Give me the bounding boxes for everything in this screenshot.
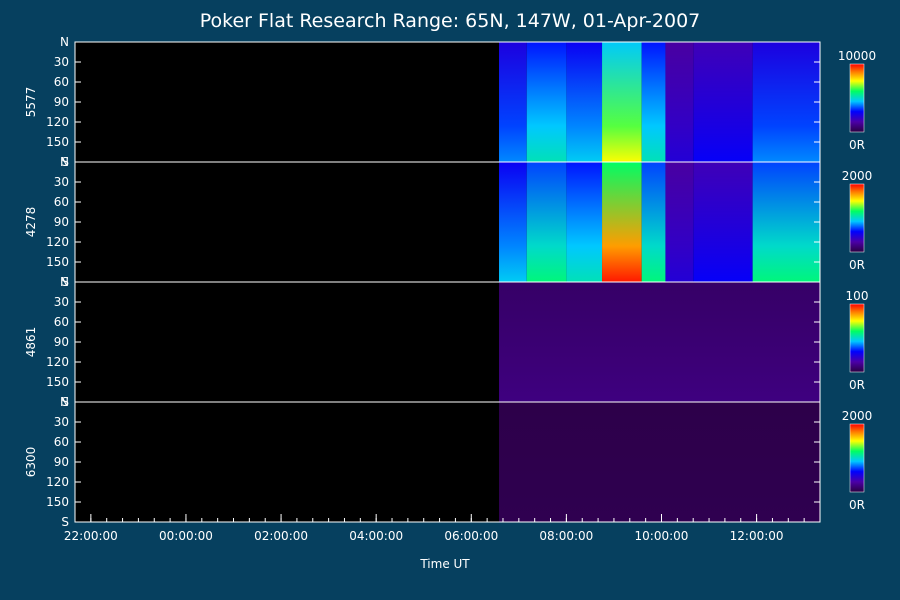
x-axis: 22:00:00 00:00:00 02:00:00 04:00:00 06:00:00… xyxy=(64,514,805,543)
y-tick-label: 60 xyxy=(54,75,69,89)
panel-label: 5577 xyxy=(24,87,38,118)
y-tick-label: 60 xyxy=(54,315,69,329)
panel-label: 6300 xyxy=(24,447,38,478)
intensity-block xyxy=(526,42,567,162)
intensity-block xyxy=(693,162,753,282)
y-tick-label: 150 xyxy=(46,255,69,269)
y-tick-label: 30 xyxy=(54,55,69,69)
panel-4861: N 30 60 90 120 150 S 4861 100 0R xyxy=(24,275,868,409)
x-tick-label: 12:00:00 xyxy=(730,529,784,543)
intensity-block xyxy=(499,402,820,522)
y-tick-label: 150 xyxy=(46,495,69,509)
colorbar-min-label: 0R xyxy=(849,138,865,152)
intensity-block xyxy=(566,162,603,282)
x-tick-label: 04:00:00 xyxy=(349,529,403,543)
y-tick-label: N xyxy=(60,35,69,49)
y-tick-label: 90 xyxy=(54,335,69,349)
y-tick-label: 30 xyxy=(54,415,69,429)
y-tick-label: N xyxy=(60,275,69,289)
y-tick-label: 90 xyxy=(54,455,69,469)
intensity-block xyxy=(499,282,820,402)
x-tick-label: 02:00:00 xyxy=(254,529,308,543)
intensity-block xyxy=(602,42,642,162)
x-tick-label: 00:00:00 xyxy=(159,529,213,543)
x-tick-label: 10:00:00 xyxy=(635,529,689,543)
intensity-block xyxy=(602,162,642,282)
colorbar xyxy=(849,423,865,493)
y-tick-label: 30 xyxy=(54,175,69,189)
panel-4278: N 30 60 90 120 150 S 4278 2000 0R xyxy=(24,155,872,289)
colorbar xyxy=(849,303,865,373)
colorbar-max-label: 2000 xyxy=(842,409,873,423)
y-tick-label: 120 xyxy=(46,355,69,369)
colorbar-max-label: 100 xyxy=(846,289,869,303)
colorbar xyxy=(849,183,865,253)
y-tick-label: S xyxy=(61,515,69,529)
panel-5577: N 30 60 90 120 150 S 5577 10000 0R xyxy=(24,35,876,169)
intensity-block xyxy=(665,42,694,162)
intensity-block xyxy=(499,42,527,162)
intensity-block xyxy=(526,162,567,282)
y-tick-label: 90 xyxy=(54,215,69,229)
y-tick-label: 120 xyxy=(46,475,69,489)
intensity-block xyxy=(499,162,527,282)
colorbar xyxy=(849,63,865,133)
y-tick-label: N xyxy=(60,395,69,409)
colorbar-max-label: 2000 xyxy=(842,169,873,183)
y-tick-label: 150 xyxy=(46,375,69,389)
chart-title: Poker Flat Research Range: 65N, 147W, 01… xyxy=(200,10,701,32)
intensity-block xyxy=(665,162,694,282)
x-tick-label: 08:00:00 xyxy=(539,529,593,543)
intensity-block xyxy=(641,162,666,282)
y-tick-label: 120 xyxy=(46,235,69,249)
intensity-block xyxy=(641,42,666,162)
panel-6300: N 30 60 90 120 150 S 6300 2000 0R xyxy=(24,395,872,529)
y-tick-label: 120 xyxy=(46,115,69,129)
panels: N 30 60 90 120 150 S 5577 10000 0R N 30 60 90 120 150 S 4… xyxy=(24,35,876,529)
colorbar-min-label: 0R xyxy=(849,258,865,272)
y-tick-label: S xyxy=(61,275,69,289)
y-tick-label: N xyxy=(60,155,69,169)
colorbar-min-label: 0R xyxy=(849,498,865,512)
y-tick-label: 150 xyxy=(46,135,69,149)
intensity-block xyxy=(752,162,820,282)
y-tick-label: 60 xyxy=(54,435,69,449)
y-tick-label: 90 xyxy=(54,95,69,109)
x-tick-label: 22:00:00 xyxy=(64,529,118,543)
x-tick-label: 06:00:00 xyxy=(444,529,498,543)
x-axis-title: Time UT xyxy=(419,557,470,571)
panel-label: 4861 xyxy=(24,327,38,358)
panel-label: 4278 xyxy=(24,207,38,238)
intensity-block xyxy=(566,42,603,162)
y-tick-label: S xyxy=(61,155,69,169)
colorbar-max-label: 10000 xyxy=(838,49,876,63)
intensity-block xyxy=(752,42,820,162)
y-tick-label: 30 xyxy=(54,295,69,309)
y-tick-label: 60 xyxy=(54,195,69,209)
y-tick-label: S xyxy=(61,395,69,409)
colorbar-min-label: 0R xyxy=(849,378,865,392)
intensity-block xyxy=(693,42,753,162)
